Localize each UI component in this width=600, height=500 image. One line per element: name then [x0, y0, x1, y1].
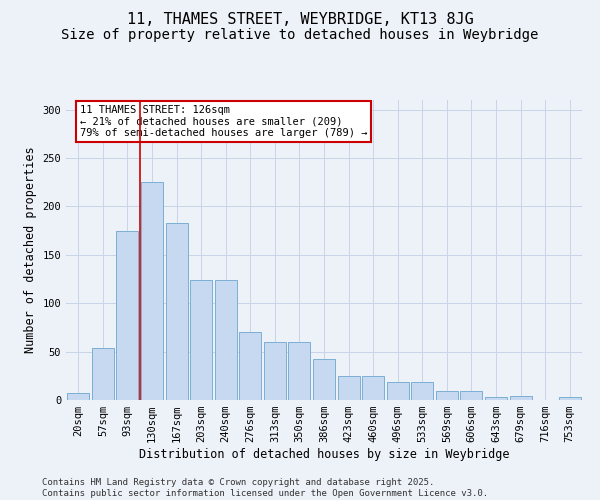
Bar	[559, 397, 581, 400]
Bar	[509, 396, 532, 400]
Bar	[67, 393, 89, 400]
Bar	[116, 230, 139, 400]
Y-axis label: Number of detached properties: Number of detached properties	[24, 146, 37, 354]
Text: Contains HM Land Registry data © Crown copyright and database right 2025.
Contai: Contains HM Land Registry data © Crown c…	[42, 478, 488, 498]
Bar	[338, 376, 359, 400]
Bar	[485, 397, 507, 400]
Bar	[460, 392, 482, 400]
Bar	[436, 392, 458, 400]
Bar	[313, 360, 335, 400]
Bar	[289, 342, 310, 400]
Text: Size of property relative to detached houses in Weybridge: Size of property relative to detached ho…	[61, 28, 539, 42]
Bar	[215, 280, 237, 400]
Bar	[411, 382, 433, 400]
Bar	[386, 382, 409, 400]
Bar	[362, 376, 384, 400]
Bar	[141, 182, 163, 400]
Bar	[239, 332, 262, 400]
Bar	[92, 348, 114, 400]
Text: 11 THAMES STREET: 126sqm
← 21% of detached houses are smaller (209)
79% of semi-: 11 THAMES STREET: 126sqm ← 21% of detach…	[80, 105, 367, 138]
Bar	[264, 342, 286, 400]
Bar	[166, 223, 188, 400]
Bar	[190, 280, 212, 400]
X-axis label: Distribution of detached houses by size in Weybridge: Distribution of detached houses by size …	[139, 448, 509, 461]
Text: 11, THAMES STREET, WEYBRIDGE, KT13 8JG: 11, THAMES STREET, WEYBRIDGE, KT13 8JG	[127, 12, 473, 28]
